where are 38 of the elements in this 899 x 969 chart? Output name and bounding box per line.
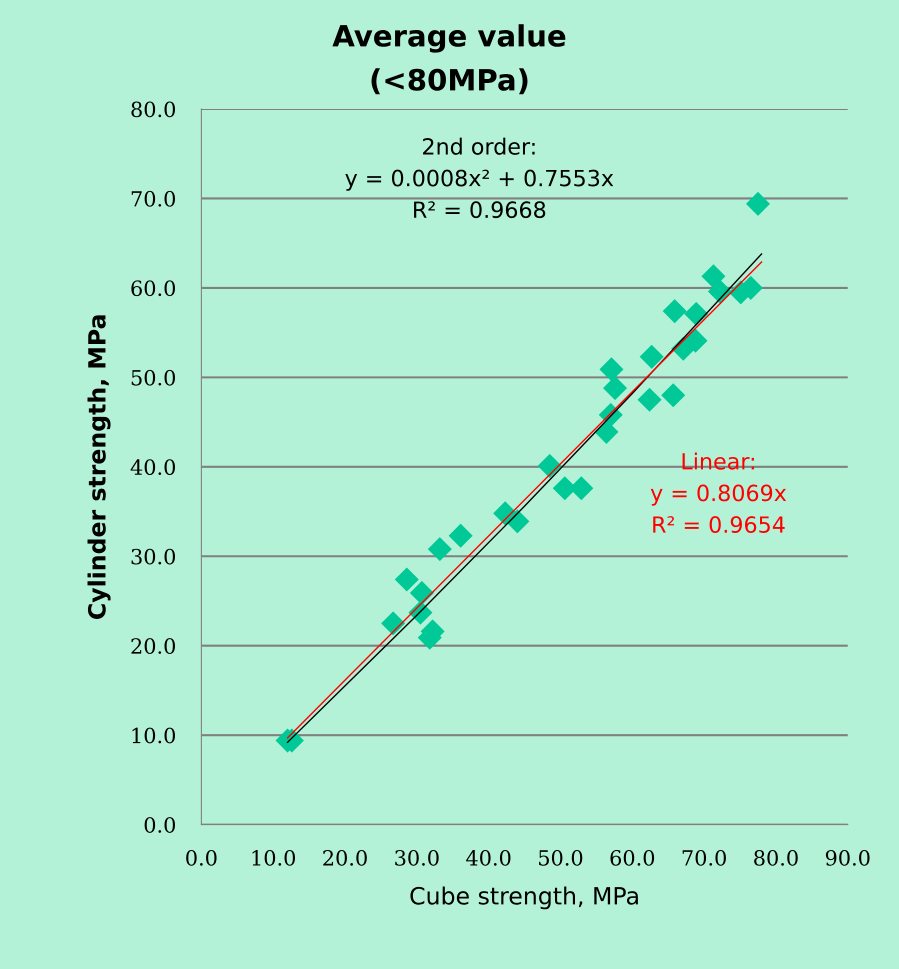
y-tick-label: 80.0 <box>131 101 175 118</box>
x-tick-label: 10.0 <box>252 850 296 866</box>
x-tick-label: 40.0 <box>466 850 510 866</box>
point <box>538 454 562 478</box>
point <box>448 524 473 548</box>
point <box>394 567 419 592</box>
point <box>599 357 624 382</box>
y-tick-label: 50.0 <box>132 370 175 386</box>
x-tick-label: 50.0 <box>539 850 582 866</box>
point <box>603 376 628 400</box>
y-tick-label: 70.0 <box>132 190 175 207</box>
x-tick-label: 0.0 <box>186 850 217 866</box>
point <box>638 388 662 412</box>
point <box>684 302 708 326</box>
y-tick-label: 60.0 <box>131 280 175 296</box>
y-tick-label: 40.0 <box>130 459 175 476</box>
annotation: 2nd order: y = 0.0008x² + 0.7553x R² = 0.9668 <box>345 138 614 218</box>
point <box>381 611 406 636</box>
y-tick-label: 20.0 <box>131 638 175 654</box>
y-tick-label: 30.0 <box>132 548 175 564</box>
x-tick-label: 70.0 <box>682 850 726 866</box>
x-tick-label: 20.0 <box>323 850 367 866</box>
point <box>640 344 664 369</box>
x-tick-label: 90.0 <box>826 850 870 866</box>
x-axis-title: Cube strength, MPa <box>410 886 638 910</box>
y-tick-label: 10.0 <box>132 728 175 744</box>
y-axis-title: Cylinder strength, MPa <box>88 315 111 619</box>
point <box>746 192 770 216</box>
x-tick-label: 60.0 <box>610 850 654 866</box>
y-tick-label: 0.0 <box>144 817 175 833</box>
x-tick-label: 80.0 <box>754 850 798 866</box>
point <box>428 537 452 562</box>
point <box>701 264 726 288</box>
annotation: Linear: y = 0.8069x R² = 0.9654 <box>650 452 786 533</box>
point <box>662 299 687 324</box>
point <box>661 383 686 408</box>
chart-title: Average value (<80MPa) <box>332 24 566 94</box>
x-tick-label: 30.0 <box>395 850 439 866</box>
